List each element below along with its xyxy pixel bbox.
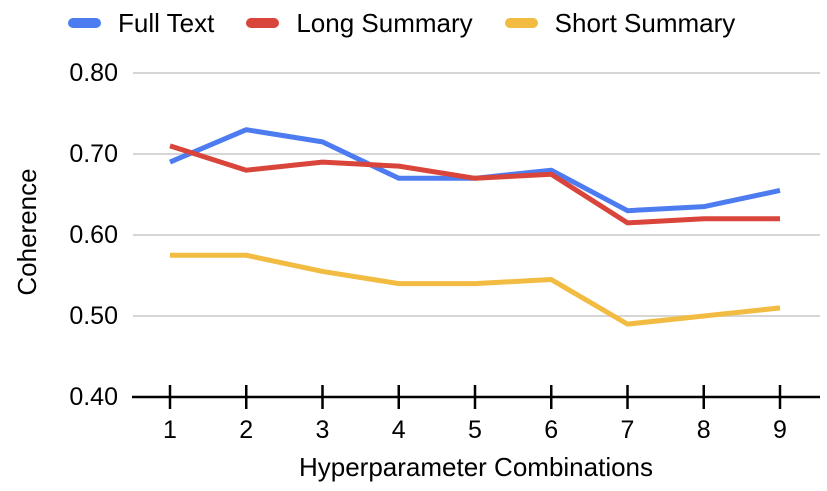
y-tick-label: 0.70 <box>69 140 118 168</box>
series-line-long-summary <box>169 143 780 226</box>
x-tick-label: 5 <box>468 416 482 444</box>
chart-legend: Full Text Long Summary Short Summary <box>68 6 735 40</box>
x-tick-label: 2 <box>239 416 254 444</box>
legend-label: Long Summary <box>296 8 473 38</box>
x-axis-title: Hyperparameter Combinations <box>298 452 654 482</box>
y-tick-label: 0.50 <box>69 302 118 330</box>
legend-swatch-icon <box>504 18 538 28</box>
x-tick-label: 8 <box>696 416 711 444</box>
legend-swatch-icon <box>68 18 101 28</box>
legend-item-long-summary: Long Summary <box>246 6 473 40</box>
legend-item-short-summary: Short Summary <box>504 6 736 40</box>
x-tick-label: 9 <box>773 416 787 444</box>
legend-label: Short Summary <box>554 8 736 38</box>
x-tick-label: 3 <box>315 416 330 444</box>
y-tick-label: 0.80 <box>69 59 118 87</box>
series-line-short-summary <box>170 252 781 327</box>
x-tick-label: 6 <box>544 416 559 444</box>
x-tick-label: 7 <box>620 416 635 444</box>
legend-item-full-text: Full Text <box>68 6 214 40</box>
y-tick-label: 0.40 <box>69 383 118 411</box>
legend-swatch-icon <box>246 18 280 28</box>
y-tick-label: 0.60 <box>69 221 118 249</box>
x-tick-label: 1 <box>163 416 177 444</box>
x-tick-label: 4 <box>391 416 406 444</box>
legend-label: Full Text <box>118 8 215 38</box>
